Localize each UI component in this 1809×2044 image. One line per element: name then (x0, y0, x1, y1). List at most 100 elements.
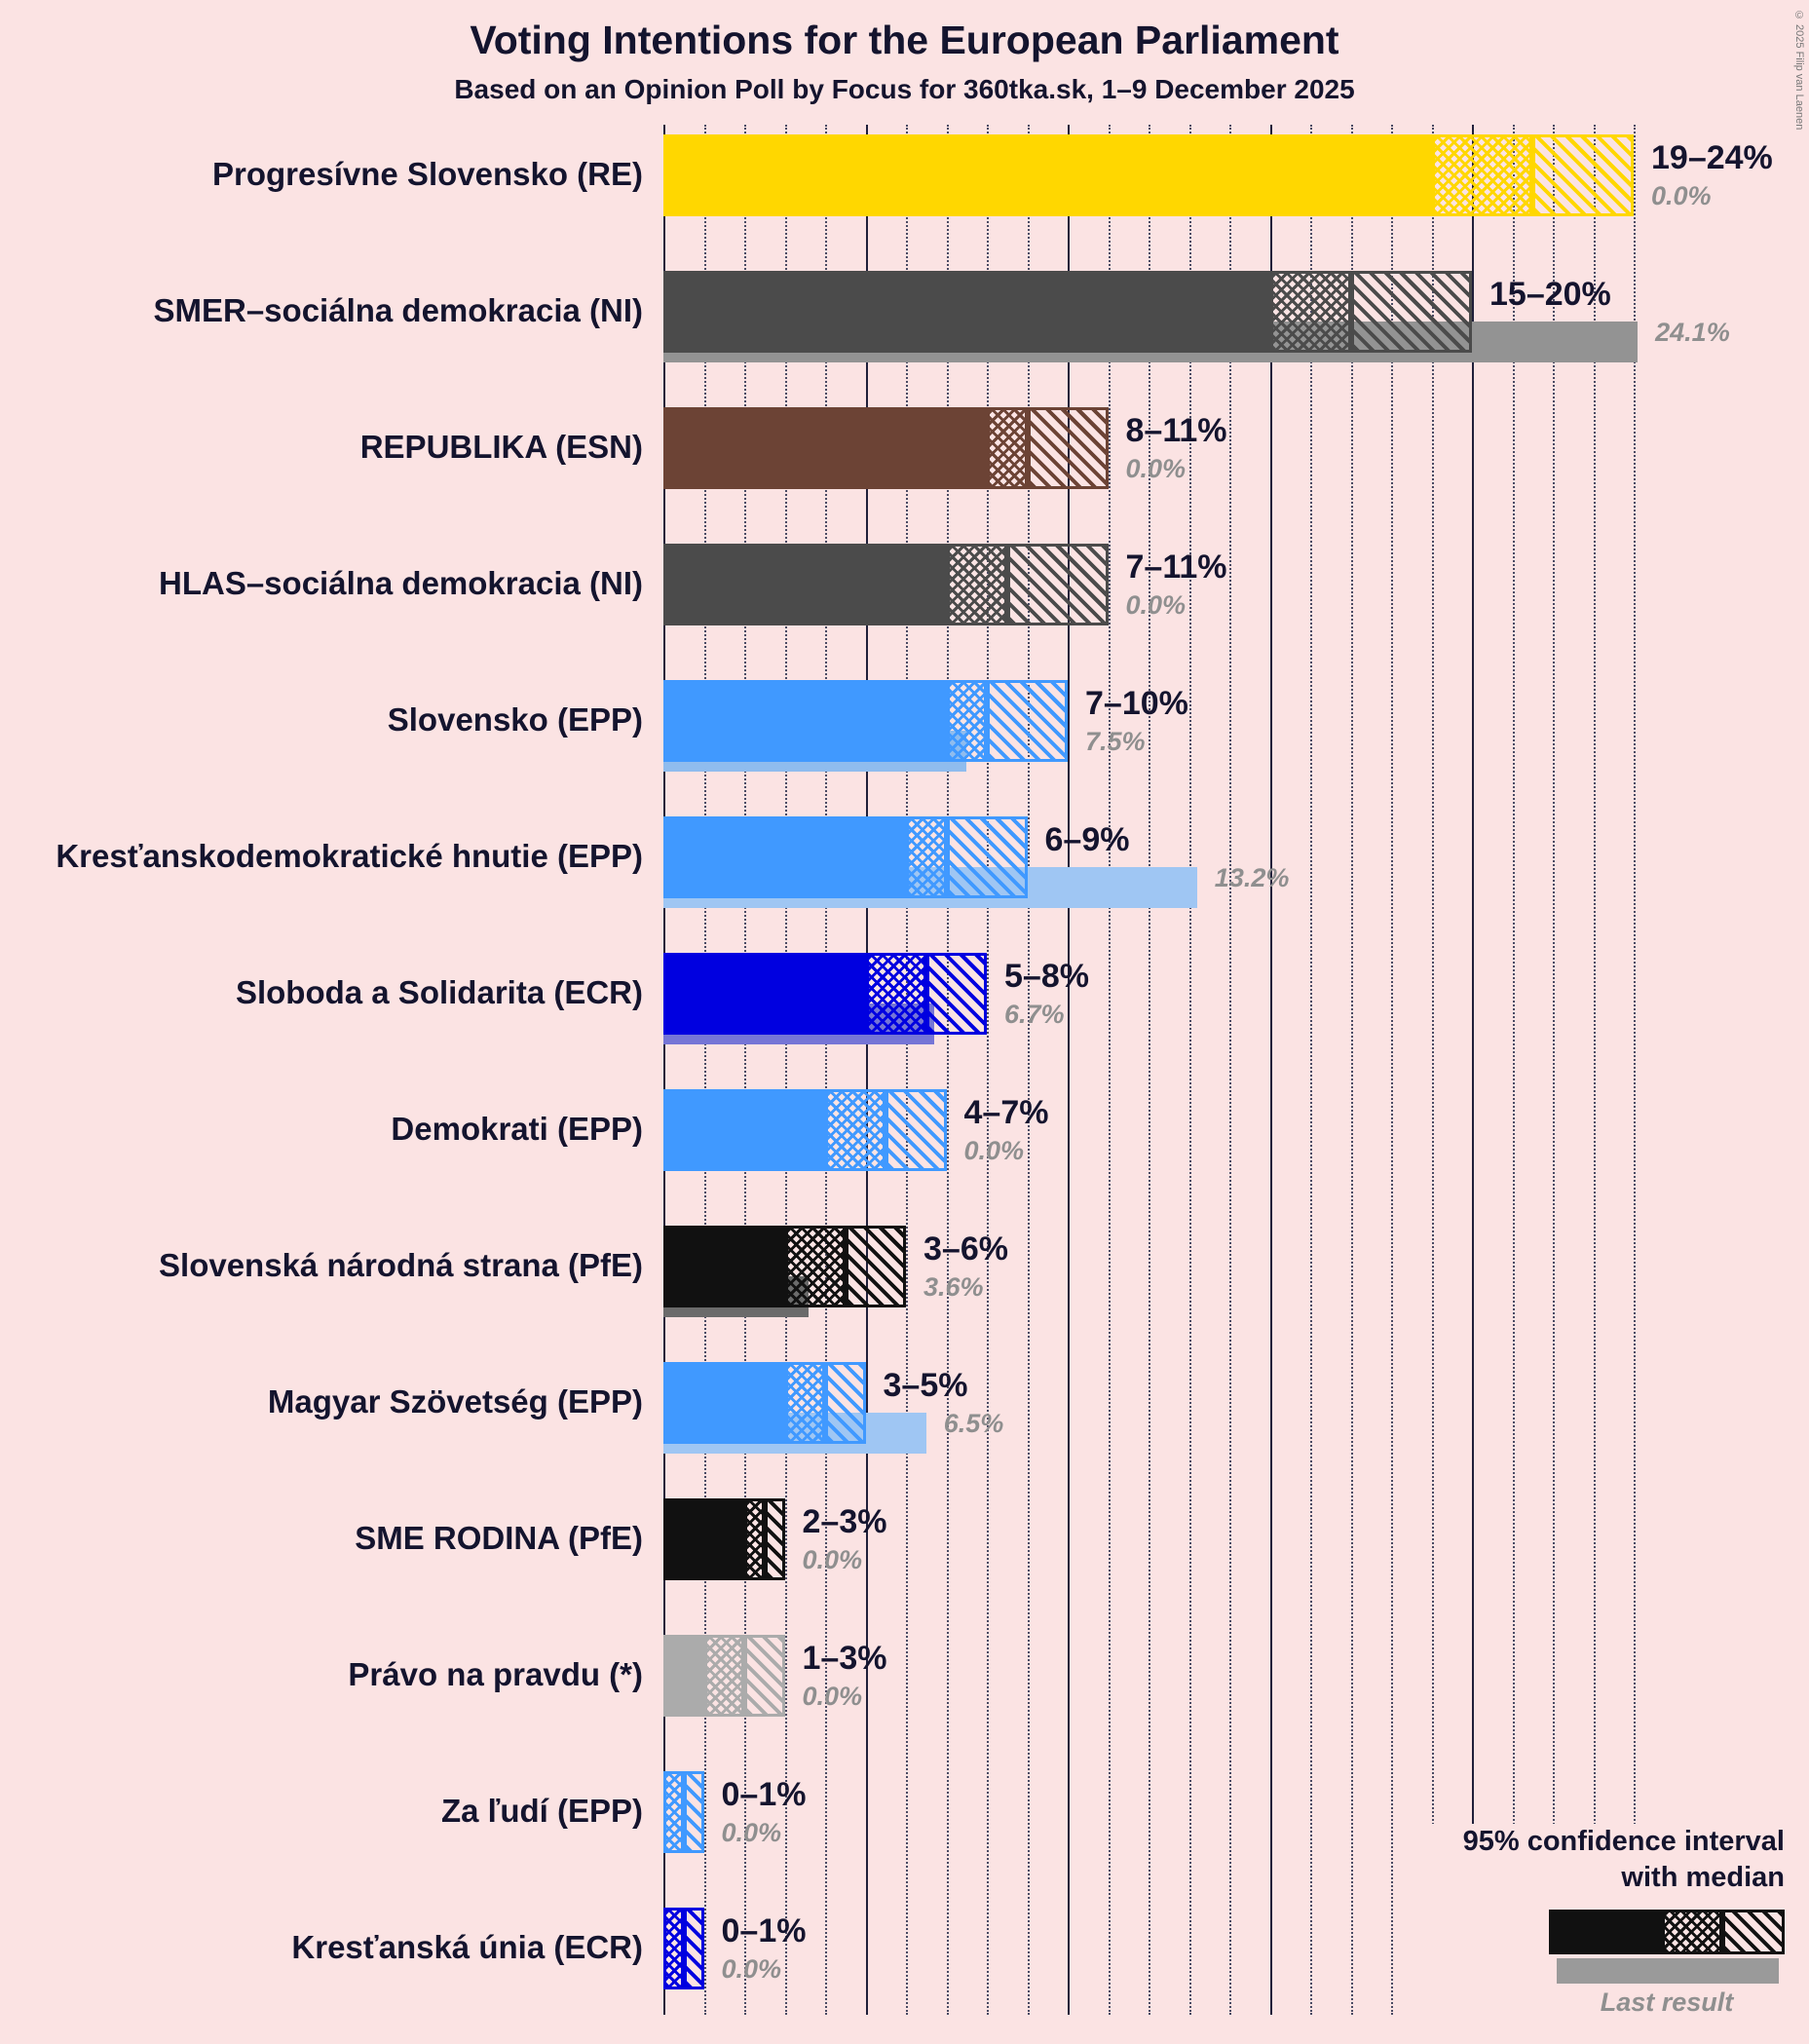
bar-solid-segment (663, 1089, 825, 1171)
minor-gridline (825, 125, 827, 2015)
bar-diagonal-segment (683, 1908, 704, 1989)
range-label: 7–10% (1085, 685, 1188, 722)
bar-solid-segment (663, 1362, 785, 1444)
range-label: 7–11% (1125, 549, 1227, 586)
legend: 95% confidence interval with median Last… (1393, 1824, 1792, 2028)
bar-crosshatch-segment (744, 1498, 765, 1580)
party-label: REPUBLIKA (ESN) (359, 429, 643, 465)
minor-gridline (1149, 125, 1150, 2015)
minor-gridline (703, 125, 706, 2015)
party-label: SME RODINA (PfE) (355, 1520, 643, 1556)
bar-solid-segment (663, 407, 987, 489)
bar-crosshatch-segment (906, 816, 947, 898)
last-result-label: 3.6% (923, 1272, 984, 1302)
legend-diagonal-segment (1722, 1910, 1785, 1954)
range-label: 0–1% (721, 1912, 807, 1949)
bar-solid-segment (663, 1498, 744, 1580)
range-label: 6–9% (1044, 821, 1130, 858)
last-result-label: 0.0% (1125, 454, 1187, 483)
range-label: 5–8% (1004, 958, 1089, 995)
party-label: HLAS–sociálna demokracia (NI) (159, 565, 643, 601)
last-result-label: 6.7% (1004, 1000, 1065, 1029)
party-row: Progresívne Slovensko (RE) 19–24% 0.0% (0, 134, 1809, 271)
party-row: Demokrati (EPP) 4–7% 0.0% (0, 1089, 1809, 1226)
bar-diagonal-segment (1006, 544, 1109, 625)
party-label: Kresťanská únia (ECR) (291, 1929, 643, 1965)
party-row: SME RODINA (PfE) 2–3% 0.0% (0, 1498, 1809, 1635)
minor-gridline (987, 125, 989, 2015)
range-label: 4–7% (963, 1094, 1049, 1131)
last-result-label: 0.0% (802, 1682, 863, 1711)
party-row: Právo na pravdu (*) 1–3% 0.0% (0, 1635, 1809, 1771)
party-row: Kresťanskodemokratické hnutie (EPP) 6–9% 1… (0, 816, 1809, 953)
minor-gridline (1188, 125, 1191, 2015)
minor-gridline (1229, 125, 1231, 2015)
minor-gridline (1512, 125, 1515, 2015)
bar-diagonal-segment (925, 953, 987, 1035)
bar-crosshatch-segment (703, 1635, 744, 1717)
legend-ci-text: 95% confidence interval with median (1463, 1824, 1785, 1896)
party-label: Progresívne Slovensko (RE) (212, 156, 643, 192)
range-label: 3–6% (923, 1230, 1008, 1268)
bar-crosshatch-segment (946, 544, 1007, 625)
bar-solid-segment (663, 816, 906, 898)
copyright-note: © 2025 Filip van Laenen (1793, 10, 1805, 131)
last-result-label: 0.0% (1651, 181, 1712, 210)
bar-diagonal-segment (683, 1771, 704, 1853)
party-label: Magyar Szövetség (EPP) (267, 1383, 643, 1419)
party-label: Právo na pravdu (*) (348, 1656, 643, 1692)
minor-gridline (1391, 125, 1393, 2015)
bar-crosshatch-segment (1431, 134, 1533, 216)
bar-diagonal-segment (1532, 134, 1634, 216)
range-label: 2–3% (802, 1503, 887, 1540)
bar-crosshatch-segment (1269, 271, 1351, 353)
party-row: Sloboda a Solidarita (ECR) 5–8% 6.7% (0, 953, 1809, 1089)
range-label: 19–24% (1651, 139, 1773, 176)
bar-diagonal-segment (886, 1089, 947, 1171)
legend-ci-line1: 95% confidence interval (1462, 1826, 1785, 1857)
party-label: Demokrati (EPP) (391, 1111, 643, 1147)
bar-crosshatch-segment (987, 407, 1028, 489)
bar-diagonal-segment (744, 1635, 785, 1717)
bar-diagonal-segment (987, 680, 1068, 762)
bar-crosshatch-segment (663, 1908, 684, 1989)
legend-crosshatch-segment (1662, 1910, 1722, 1954)
range-label: 8–11% (1125, 412, 1227, 449)
party-row: Magyar Szövetség (EPP) 3–5% 6.5% (0, 1362, 1809, 1498)
minor-gridline (744, 125, 746, 2015)
legend-last-result-bar (1557, 1958, 1779, 1984)
bar-crosshatch-segment (784, 1226, 846, 1307)
last-result-label: 7.5% (1085, 727, 1146, 756)
bar-crosshatch-segment (663, 1771, 684, 1853)
bar-diagonal-segment (1027, 407, 1109, 489)
bar-diagonal-segment (1350, 271, 1472, 353)
legend-ci-sample-bar (1549, 1910, 1785, 1954)
major-gridline (1472, 125, 1474, 2015)
bar-crosshatch-segment (946, 680, 987, 762)
bar-solid-segment (663, 953, 866, 1035)
party-row: Slovenská národná strana (PfE) 3–6% 3.6% (0, 1226, 1809, 1362)
bar-diagonal-segment (825, 1362, 866, 1444)
range-label: 15–20% (1489, 276, 1611, 313)
bar-solid-segment (663, 680, 947, 762)
minor-gridline (1350, 125, 1353, 2015)
last-result-label: 13.2% (1214, 863, 1290, 892)
bar-solid-segment (663, 1226, 785, 1307)
bar-solid-segment (663, 271, 1270, 353)
bar-solid-segment (663, 134, 1432, 216)
minor-gridline (784, 125, 787, 2015)
major-gridline (865, 125, 868, 2015)
minor-gridline (1108, 125, 1111, 2015)
legend-ci-line2: with median (1621, 1862, 1785, 1893)
minor-gridline (1593, 125, 1596, 2015)
major-gridline (1269, 125, 1272, 2015)
last-result-label: 0.0% (802, 1545, 863, 1574)
bar-solid-segment (663, 1635, 704, 1717)
bar-crosshatch-segment (784, 1362, 825, 1444)
minor-gridline (1431, 125, 1434, 2015)
range-label: 1–3% (802, 1640, 887, 1677)
major-gridline (1068, 125, 1070, 2015)
last-result-label: 0.0% (1125, 590, 1187, 620)
party-label: Slovenská národná strana (PfE) (159, 1247, 643, 1283)
party-label: Slovensko (EPP) (387, 701, 643, 738)
